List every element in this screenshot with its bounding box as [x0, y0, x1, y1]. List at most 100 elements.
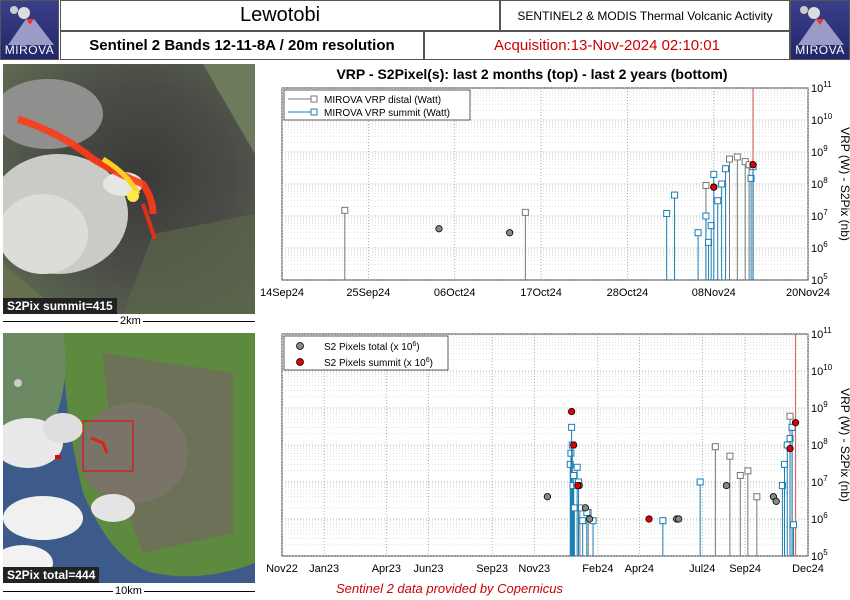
vrp-marker: [579, 517, 587, 525]
legend-label: S2 Pixels summit (x 106): [324, 357, 433, 369]
s2-pixel-marker: [435, 225, 443, 233]
overview-image-svg: [3, 333, 255, 583]
bottom-scale-label: 10km: [113, 585, 144, 597]
vrp-marker: [576, 504, 584, 512]
y-tick-label: 109: [811, 400, 828, 415]
vrp-marker: [745, 161, 753, 169]
vrp-marker: [570, 504, 578, 512]
s2-pixel-marker: [710, 183, 718, 191]
chart-title: VRP - S2Pixel(s): last 2 months (top) - …: [336, 66, 727, 82]
vrp-marker: [725, 155, 733, 163]
vrp-marker: [702, 181, 710, 189]
s2-pixel-marker: [786, 444, 794, 453]
vrp-marker: [694, 229, 702, 237]
mirova-logo-left: MIROVA: [0, 0, 59, 60]
acquisition-text: Acquisition:13-Nov-2024 02:10:01: [494, 37, 720, 54]
s2-pixel-marker: [675, 515, 683, 523]
plot-frame: [281, 87, 809, 281]
bands-title: Sentinel 2 Bands 12-11-8A / 20m resoluti…: [89, 37, 395, 54]
bottom-plot: 105 106 107 108 109 1010 1011 Nov22 Jan23 Apr23 Ju…: [266, 326, 850, 575]
y-tick-label: 1011: [811, 326, 832, 341]
vrp-marker: [788, 423, 796, 431]
legend-swatch-marker: [310, 108, 318, 116]
s2-pixel-marker: [710, 183, 718, 191]
vrp-marker: [741, 158, 749, 166]
vrp-marker: [786, 412, 794, 420]
vrp-marker: [789, 521, 797, 529]
s2-pixel-marker: [772, 497, 780, 505]
vrp-marker: [736, 471, 744, 479]
x-tick-label: 06Oct24: [434, 287, 476, 299]
vrp-marker: [341, 206, 349, 214]
y-tick-label: 107: [811, 208, 828, 223]
top-plot: 105 106 107 108 109 1010 1011 14Sep24 25Sep24 06O…: [260, 80, 850, 299]
vrp-marker: [753, 493, 761, 501]
s2-pixel-marker: [575, 481, 583, 490]
vrp-marker: [726, 452, 734, 460]
acquisition-box: Acquisition:13-Nov-2024 02:10:01: [424, 31, 790, 60]
x-tick-label: 17Oct24: [520, 287, 562, 299]
x-tick-label: 25Sep24: [346, 287, 390, 299]
vrp-marker: [780, 460, 788, 468]
vrp-marker: [786, 434, 794, 442]
vrp-marker: [570, 471, 578, 479]
mirova-logo-right: MIROVA: [790, 0, 850, 60]
x-tick-label: 28Oct24: [607, 287, 649, 299]
s2-pixel-marker: [581, 504, 590, 512]
x-tick-label: Jul24: [689, 563, 715, 575]
plot-frame: [281, 333, 809, 557]
vrp-marker: [714, 197, 722, 205]
s2-pixel-marker: [749, 161, 757, 169]
volcano-name: Lewotobi: [239, 4, 321, 26]
y-tick-label: 108: [811, 176, 828, 191]
s2-pixel-marker: [791, 419, 800, 427]
x-tick-label: Sep23: [476, 563, 508, 575]
copernicus-credit: Sentinel 2 data provided by Copernicus: [336, 581, 563, 596]
vrp-marker: [783, 441, 791, 449]
x-tick-label: Sep24: [729, 563, 761, 575]
legend-swatch-marker: [296, 358, 304, 366]
vrp-marker: [575, 478, 583, 486]
x-tick-label: Dec24: [792, 563, 824, 575]
legend: MIROVA VRP distal (Watt) MIROVA VRP summi…: [283, 89, 471, 121]
x-tick-label: 14Sep24: [260, 287, 304, 299]
vrp-marker: [568, 441, 576, 449]
legend-label: S2 Pixels total (x 106): [324, 341, 420, 353]
overview-thermal-image: S2Pix total=444: [3, 333, 255, 583]
s2-pixel-marker: [570, 441, 578, 449]
volcano-logo-icon: [798, 6, 844, 45]
vrp-marker: [702, 212, 710, 220]
vrp-marker: [567, 449, 575, 457]
y-tick-label: 105: [811, 272, 828, 287]
y-axis-label: VRP (W) - S2Pix (nb): [838, 127, 850, 241]
s2-pixel-marker: [645, 515, 653, 523]
s2-pixel-marker: [506, 229, 514, 237]
vrp-marker: [573, 463, 581, 471]
logo-text-right: MIROVA: [795, 43, 845, 57]
y-tick-label: 107: [811, 474, 828, 489]
s2-pixel-marker: [585, 515, 594, 523]
x-tick-label: Nov22: [266, 563, 298, 575]
legend-box: [283, 335, 449, 371]
summit-pixel-caption: S2Pix summit=415: [3, 298, 117, 314]
vrp-marker: [583, 508, 591, 516]
volcano-logo-icon: [8, 6, 54, 45]
logo-text-left: MIROVA: [4, 43, 55, 57]
y-tick-label: 109: [811, 144, 828, 159]
s2-pixel-marker: [722, 481, 731, 490]
bands-box: Sentinel 2 Bands 12-11-8A / 20m resoluti…: [60, 31, 424, 60]
s2-pixel-marker: [749, 161, 757, 169]
s2-pixel-marker: [673, 515, 681, 523]
vrp-marker: [749, 163, 757, 171]
vrp-marker: [569, 482, 577, 490]
s2-pixel-marker: [543, 493, 552, 501]
y-tick-label: 105: [811, 548, 828, 563]
vrp-marker: [711, 443, 719, 451]
x-tick-label: Apr24: [625, 563, 654, 575]
s2-pixel-marker: [568, 407, 576, 416]
y-tick-label: 106: [811, 240, 828, 255]
vrp-marker: [710, 170, 718, 178]
s2-pixel-marker: [574, 481, 582, 490]
vrp-marker: [747, 174, 755, 182]
x-tick-label: Apr23: [372, 563, 401, 575]
